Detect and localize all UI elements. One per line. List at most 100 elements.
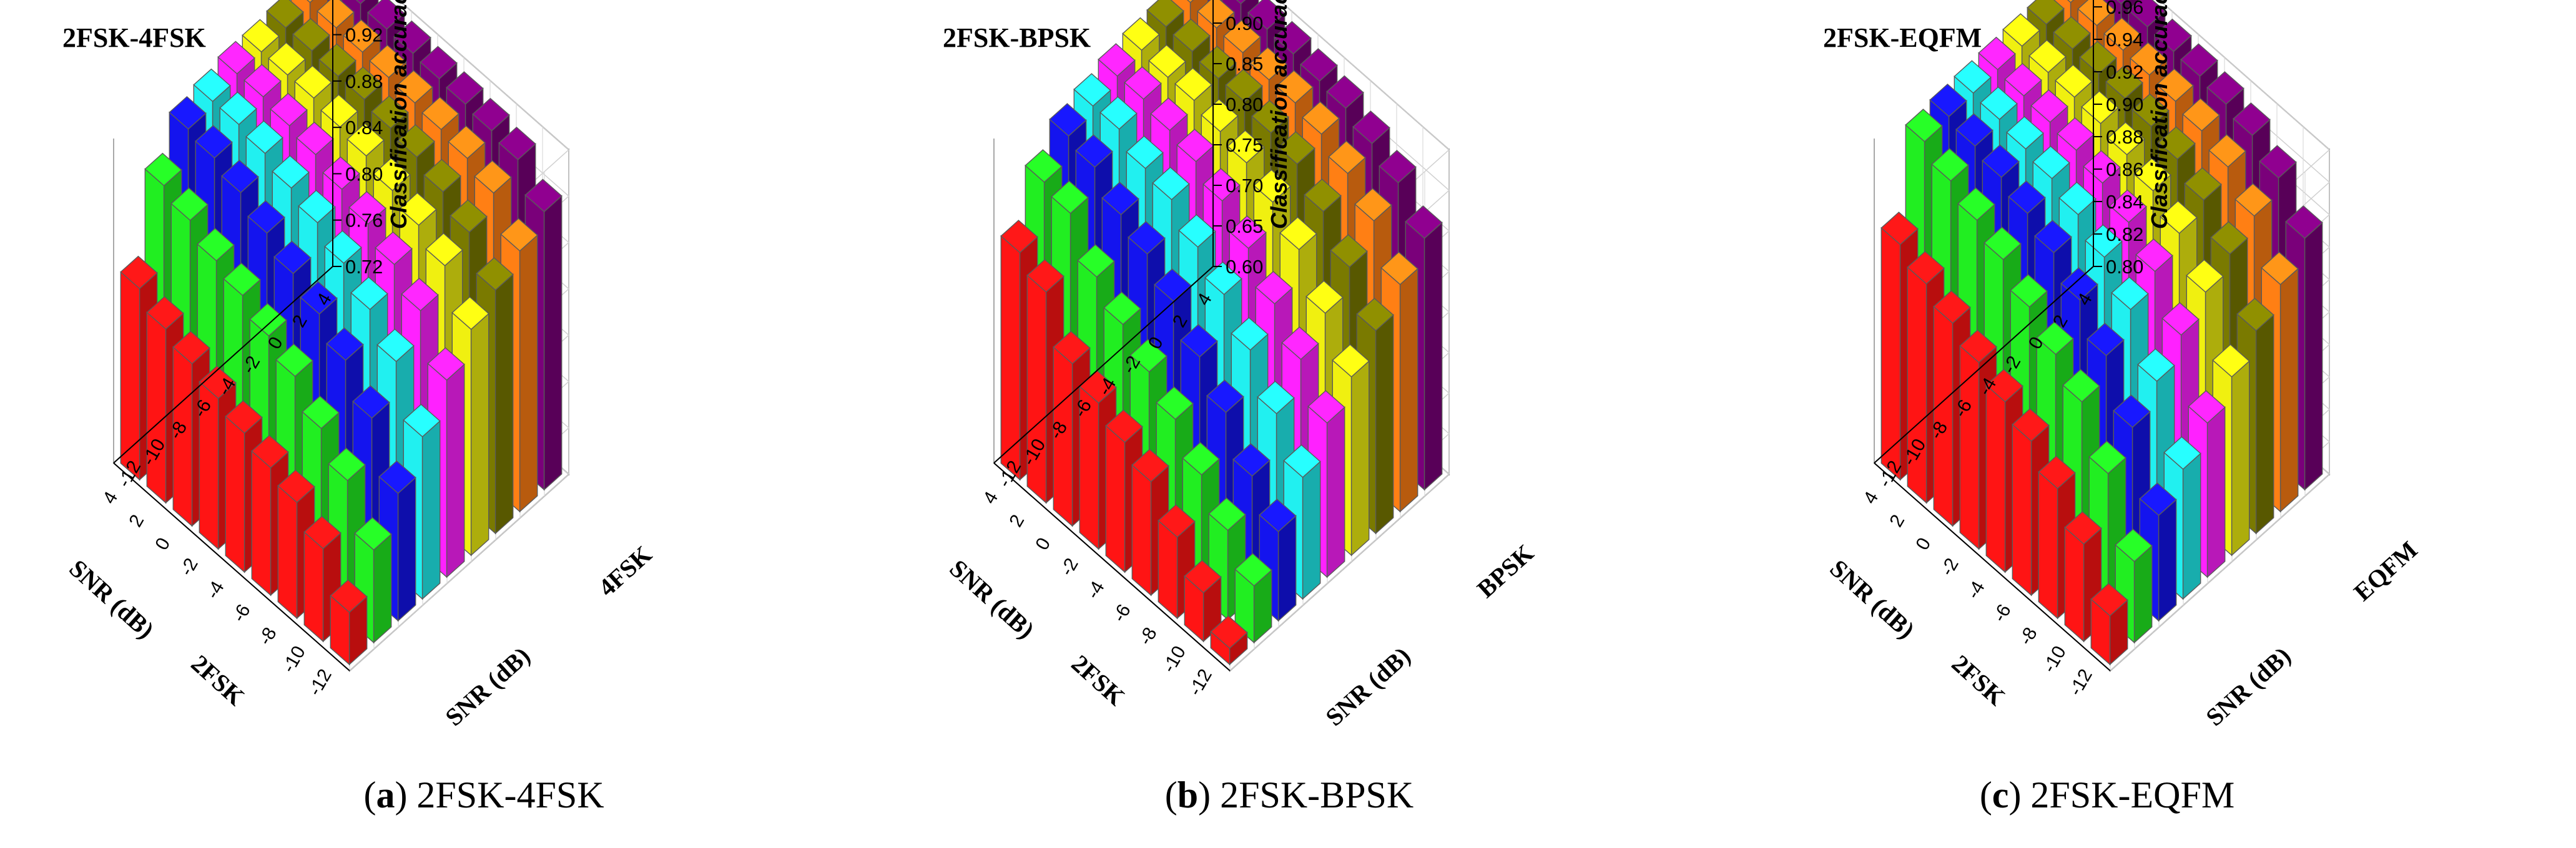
bar-face-top	[1148, 44, 1186, 78]
bar-face-top	[268, 42, 306, 76]
bar-face-side	[1302, 461, 1321, 600]
bar-face-top	[373, 157, 411, 192]
bar-face-top	[1204, 261, 1242, 295]
bar-face-top	[2105, 65, 2143, 99]
bar-face-front	[2012, 423, 2032, 597]
bar-face-top	[2006, 115, 2044, 150]
bar-face-top	[476, 257, 514, 291]
bar-face-top	[2137, 348, 2175, 382]
bar-face-top	[2028, 39, 2067, 74]
z-tick-label: 0.75	[1226, 134, 1263, 156]
z-tick-label: 0.96	[2106, 0, 2143, 18]
bar-face-front	[1959, 344, 1980, 550]
bar-face-top	[1129, 339, 1168, 373]
bar-face-top	[272, 155, 310, 189]
bar-face-top	[245, 120, 283, 154]
bar-face-top	[2259, 145, 2297, 179]
bar-face-top	[217, 41, 255, 75]
bar-face-top	[1103, 291, 1141, 325]
bar-face-front	[2064, 526, 2085, 643]
bar-face-top	[1150, 97, 1188, 131]
bar-face-top	[393, 20, 431, 54]
bar-face-top	[270, 92, 308, 127]
bar-face-top	[1223, 19, 1261, 54]
x-tick-label: -8	[2015, 624, 2042, 649]
bar-face-top	[1328, 140, 1366, 174]
caption-c: (c) 2FSK-EQFM	[1979, 774, 2235, 816]
z-tick-label: 0.94	[2106, 29, 2143, 51]
bar-face-top	[1257, 381, 1295, 414]
bar-face-top	[2208, 134, 2246, 168]
bar-face-top	[120, 255, 158, 290]
x-tick-label: -2	[1937, 555, 1963, 580]
bar-face-top	[1231, 317, 1269, 351]
chart-panel-2: 0.600.650.700.750.800.850.900.951.00Clas…	[943, 0, 1539, 731]
bar-face-front	[225, 415, 245, 573]
bar-face-top	[1302, 101, 1340, 135]
bar-face-top	[1276, 70, 1314, 104]
bar-face-top	[378, 460, 416, 494]
bar-face-top	[352, 385, 390, 419]
bar	[2090, 583, 2128, 666]
chart-panel-3: 0.800.820.840.860.880.900.920.940.960.98…	[1823, 0, 2423, 731]
bar-face-side	[1375, 314, 1394, 535]
bar-face-top	[2188, 390, 2226, 424]
bar-face-top	[1984, 227, 2022, 260]
x-axis-title: SNR (dB)	[1824, 554, 1920, 644]
y-group-title: EQFM	[2348, 535, 2422, 607]
bar-face-top	[1356, 298, 1394, 331]
bar-face-top	[2111, 276, 2149, 310]
bar-face-top	[2186, 259, 2224, 293]
bar-face-front	[2038, 470, 2058, 620]
bar-face-top	[2055, 64, 2093, 98]
bar-face-top	[1300, 48, 1338, 82]
bar-face-top	[1122, 17, 1160, 51]
bar-face-top	[277, 469, 315, 504]
bar-face-top	[450, 199, 488, 233]
bar-face-top	[474, 160, 512, 194]
bar-face-top	[1099, 96, 1138, 130]
bar-face-top	[328, 447, 366, 482]
bar-face-side	[2304, 222, 2323, 491]
bar-face-top	[1955, 113, 1993, 147]
bar-face-front	[1131, 464, 1152, 597]
bar-face-top	[1954, 60, 1992, 94]
caption-letter: a	[376, 774, 395, 816]
z-tick-label: 0.72	[345, 256, 383, 278]
bar-face-top	[1174, 67, 1212, 101]
bar-face-top	[1957, 187, 1995, 221]
bar-face-top	[2038, 456, 2076, 489]
bar-face-top	[275, 343, 313, 378]
bar-face-top	[500, 218, 538, 252]
x-tick-label: -8	[255, 624, 281, 649]
bar-face-top	[345, 66, 383, 100]
bar-face-top	[1182, 442, 1220, 475]
z-tick-label: 0.84	[345, 117, 383, 139]
x-axis-title: SNR (dB)	[944, 554, 1040, 644]
bar-face-top	[401, 278, 439, 311]
y-axis-title: SNR (dB)	[2200, 641, 2296, 731]
x-tick-label: -6	[1989, 601, 2015, 626]
bar-face-top	[2067, 0, 2074, 3]
bar-face-top	[2085, 224, 2123, 258]
bar-face-top	[2057, 117, 2095, 151]
bar-face-top	[1929, 83, 1967, 117]
bar-face-top	[2081, 90, 2119, 124]
x-tick-label: -10	[278, 643, 310, 676]
y-group-title: 4FSK	[593, 540, 657, 602]
bar-face-top	[1049, 103, 1087, 137]
bar-face-top	[1326, 75, 1364, 109]
bar-face-top	[1152, 167, 1190, 200]
bar	[330, 579, 368, 666]
caption-text: 2FSK-BPSK	[1220, 774, 1414, 816]
bar-face-side	[1326, 406, 1345, 578]
bar-face-top	[221, 159, 259, 193]
bar-face-top	[219, 91, 257, 125]
bar-face-top	[2103, 17, 2141, 51]
panel-title: 2FSK-EQFM	[1823, 22, 1982, 53]
bar-face-top	[223, 262, 261, 296]
bar-face-top	[425, 232, 463, 266]
bar	[1184, 560, 1222, 643]
chart-panel-1: 0.720.760.800.840.880.920.961.00Classifi…	[62, 0, 657, 731]
x-tick-label: -10	[2039, 643, 2070, 676]
